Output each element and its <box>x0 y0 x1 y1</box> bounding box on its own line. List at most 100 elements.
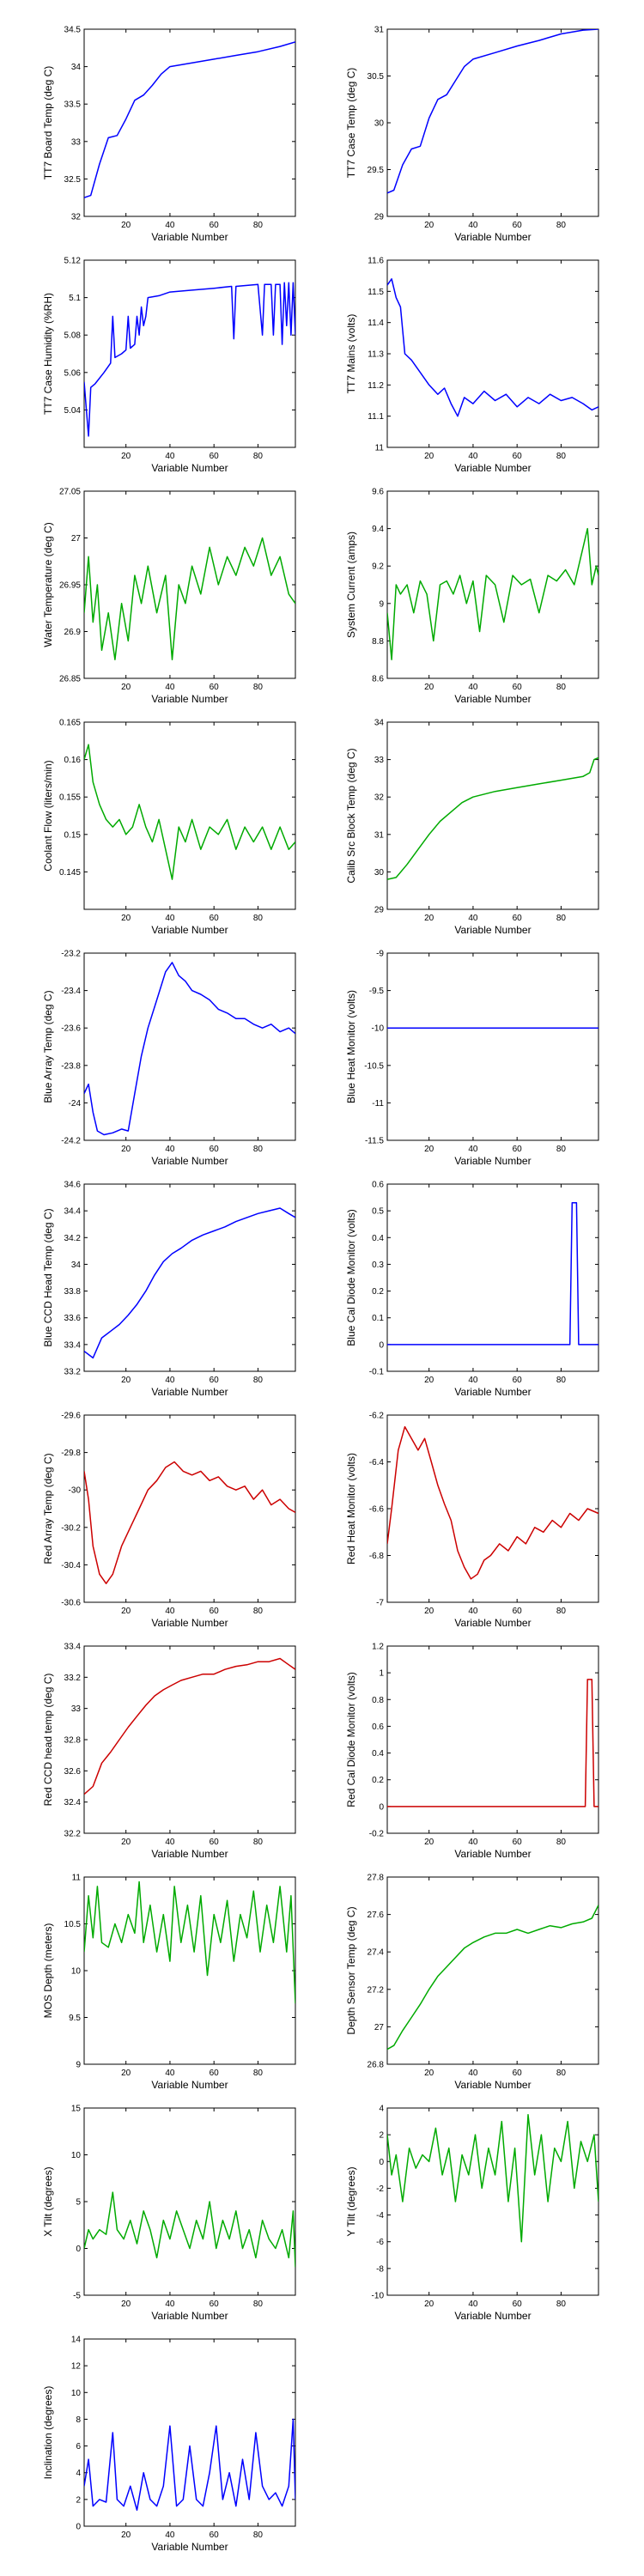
y-tick-label: 33.4 <box>64 1340 82 1350</box>
y-tick-label: -23.8 <box>61 1061 81 1071</box>
y-tick-label: 0 <box>379 2158 384 2167</box>
x-axis-label: Variable Number <box>454 1617 531 1629</box>
series-line <box>84 1207 295 1359</box>
y-tick-label: 0.2 <box>372 1287 384 1297</box>
chart-18: 20 40 60 80 26.8 27 27.2 27.4 27.6 27.8 Variable N… <box>345 1874 599 2091</box>
y-tick-label: 34.4 <box>64 1207 82 1217</box>
y-tick-label: 0.2 <box>372 1776 384 1785</box>
x-tick-label: 20 <box>121 221 131 230</box>
y-tick-label: 5.12 <box>64 257 82 266</box>
x-tick-label: 60 <box>210 2069 220 2078</box>
y-tick-label: 4 <box>379 2105 384 2114</box>
x-tick-label: 80 <box>556 1376 567 1385</box>
x-tick-label: 40 <box>165 683 175 692</box>
x-tick-label: 20 <box>424 1838 434 1847</box>
plot-frame <box>83 259 296 448</box>
x-tick-label: 60 <box>210 1607 220 1616</box>
y-tick-label: 10.5 <box>64 1920 82 1929</box>
x-tick-label: 20 <box>121 914 131 923</box>
chart-3: 20 40 60 80 5.04 5.06 5.08 5.1 5.12 Variable Numb… <box>42 257 296 474</box>
plot-frame <box>83 1183 296 1372</box>
chart-7: 20 40 60 80 0.145 0.15 0.155 0.16 0.165 Variable … <box>42 719 296 936</box>
x-tick-label: 20 <box>121 2530 131 2540</box>
chart-15: 20 40 60 80 32.2 32.4 32.6 32.8 33 33.2 33.4 Variab… <box>42 1643 296 1860</box>
y-tick-label: 5.1 <box>69 294 81 303</box>
x-tick-label: 60 <box>210 452 220 461</box>
y-axis-label: Red Array Temp (deg C) <box>42 1453 54 1564</box>
y-axis-label: X Tilt (degrees) <box>42 2166 54 2236</box>
y-tick-label: -10 <box>372 1024 385 1034</box>
y-tick-label: -30.2 <box>61 1523 81 1533</box>
x-tick-label: 40 <box>165 1145 175 1154</box>
y-axis-label: Blue CCD Head Temp (deg C) <box>42 1208 54 1346</box>
x-tick-label: 20 <box>424 1145 434 1154</box>
y-tick-label: -29.8 <box>61 1449 81 1458</box>
x-tick-label: 20 <box>424 1376 434 1385</box>
y-tick-label: 0.155 <box>59 793 81 803</box>
y-tick-label: 33.8 <box>64 1287 82 1297</box>
y-tick-label: 30.5 <box>368 72 385 82</box>
y-tick-label: 6 <box>76 2442 81 2451</box>
x-tick-label: 80 <box>556 1607 567 1616</box>
chart-8: 20 40 60 80 29 30 31 32 33 34 Variable Number Calib… <box>345 719 599 936</box>
chart-6: 20 40 60 80 8.6 8.8 9 9.2 9.4 9.6 Variable Number S… <box>345 488 599 705</box>
y-axis-label: Inclination (degrees) <box>42 2386 54 2480</box>
x-tick-label: 60 <box>210 1145 220 1154</box>
y-tick-label: 0.8 <box>372 1696 384 1705</box>
y-tick-label: 27.8 <box>368 1874 385 1883</box>
y-tick-label: 8.8 <box>372 637 384 647</box>
x-axis-label: Variable Number <box>151 1617 228 1629</box>
y-tick-label: 32.4 <box>64 1798 82 1807</box>
x-tick-label: 40 <box>468 221 478 230</box>
series-line <box>84 962 295 1136</box>
y-tick-label: 27.6 <box>368 1911 385 1920</box>
y-tick-label: 0.6 <box>372 1722 384 1732</box>
x-tick-label: 20 <box>121 452 131 461</box>
y-tick-label: 32.6 <box>64 1767 82 1777</box>
y-tick-label: 33.2 <box>64 1674 82 1683</box>
y-tick-label: 9.5 <box>69 2014 81 2023</box>
y-tick-label: 0.1 <box>372 1314 384 1323</box>
y-tick-label: 1.2 <box>372 1643 384 1652</box>
y-tick-label: 11 <box>375 444 385 453</box>
x-tick-label: 80 <box>556 2300 567 2309</box>
x-tick-label: 60 <box>513 2300 523 2309</box>
x-tick-label: 80 <box>556 221 567 230</box>
x-axis-label: Variable Number <box>454 462 531 474</box>
chart-13: 20 40 60 80 -30.6 -30.4 -30.2 -30 -29.8 -29.6 Vari… <box>42 1412 296 1629</box>
x-axis-label: Variable Number <box>454 924 531 936</box>
x-tick-label: 60 <box>513 914 523 923</box>
x-tick-label: 40 <box>468 1607 478 1616</box>
x-tick-label: 20 <box>424 221 434 230</box>
y-tick-label: 34 <box>71 1261 82 1270</box>
y-tick-label: 9.2 <box>372 562 384 572</box>
y-tick-label: 9.6 <box>372 488 384 497</box>
y-tick-label: -30.4 <box>61 1561 81 1571</box>
chart-9: 20 40 60 80 -24.2 -24 -23.8 -23.6 -23.4 -23.2 Vari… <box>42 950 296 1167</box>
y-tick-label: 12 <box>71 2362 82 2372</box>
y-tick-label: -7 <box>376 1599 384 1608</box>
series-line <box>387 2114 598 2243</box>
y-tick-label: 29 <box>374 213 385 222</box>
y-tick-label: 31 <box>374 830 385 840</box>
x-tick-label: 40 <box>468 914 478 923</box>
y-tick-label: -24.2 <box>61 1137 81 1146</box>
y-tick-label: 34.5 <box>64 26 82 35</box>
x-tick-label: 40 <box>165 914 175 923</box>
x-axis-label: Variable Number <box>151 1155 228 1167</box>
chart-16: 20 40 60 80 -0.2 0 0.2 0.4 0.6 0.8 1 1.2 Variable Nu… <box>345 1643 599 1860</box>
series-line <box>84 1461 295 1584</box>
y-axis-label: Red Cal Diode Monitor (volts) <box>345 1672 357 1807</box>
y-tick-label: 32 <box>374 793 385 803</box>
x-tick-label: 80 <box>556 1838 567 1847</box>
x-tick-label: 20 <box>121 1376 131 1385</box>
y-tick-label: 0.16 <box>64 756 82 765</box>
y-tick-label: 11.5 <box>368 288 384 297</box>
x-tick-label: 60 <box>210 683 220 692</box>
x-tick-label: 40 <box>165 1376 175 1385</box>
series-line <box>84 1657 295 1795</box>
plot-frame <box>386 1876 599 2065</box>
y-tick-label: 10 <box>71 2151 82 2160</box>
plot-frame <box>83 28 296 217</box>
x-tick-label: 80 <box>556 2069 567 2078</box>
